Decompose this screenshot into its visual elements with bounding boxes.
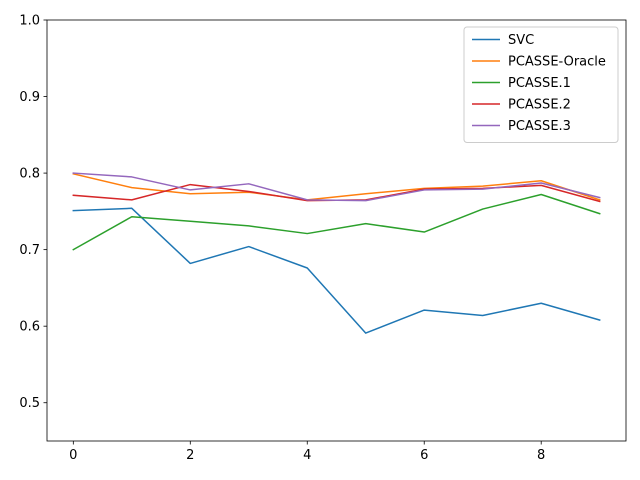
axes-frame: [46, 19, 627, 442]
series-line-0: [72, 207, 601, 334]
plot-lines: [72, 172, 601, 334]
series-line-4: [72, 172, 601, 202]
x-tick-label: 4: [303, 448, 311, 463]
x-tick-label: 0: [69, 448, 77, 463]
y-tick-label: 0.9: [19, 90, 40, 105]
legend-label: PCASSE.2: [508, 98, 571, 113]
legend-box: [463, 26, 619, 143]
x-tick-label: 8: [537, 448, 545, 463]
y-tick-label: 0.5: [19, 396, 40, 411]
legend-label: PCASSE-Oracle: [508, 55, 606, 70]
series-line-2: [72, 193, 601, 251]
y-tick-label: 0.6: [19, 320, 40, 335]
axes: 0 2 4 6 8 0.5 0.6 0.7 0.8 0.9 1.0: [19, 14, 627, 463]
y-tick-label: 1.0: [19, 14, 40, 29]
legend: SVC PCASSE-Oracle PCASSE.1 PCASSE.2 PCASSE.3: [463, 26, 619, 143]
legend-label: SVC: [508, 33, 534, 48]
y-tick-label: 0.7: [19, 243, 40, 258]
legend-label: PCASSE.1: [508, 76, 571, 91]
series-line-1: [72, 172, 601, 201]
x-tick-label: 2: [186, 448, 194, 463]
x-tick-label: 6: [420, 448, 428, 463]
y-tick-label: 0.8: [19, 167, 40, 182]
legend-label: PCASSE.3: [508, 119, 571, 134]
